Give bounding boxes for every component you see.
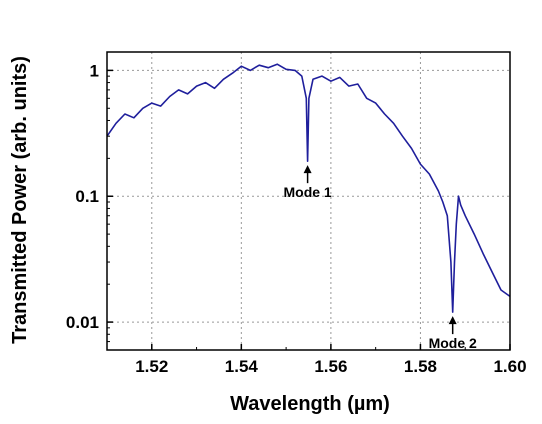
y-tick-label: 1 xyxy=(90,61,99,80)
x-tick-label: 1.52 xyxy=(135,357,168,376)
x-tick-label: 1.60 xyxy=(493,357,526,376)
annotations-layer: Mode 1 Mode 2 xyxy=(283,165,477,351)
y-tick-label: 0.01 xyxy=(66,313,99,332)
annotation-label: Mode 1 xyxy=(283,184,331,200)
series-layer xyxy=(106,63,511,313)
x-axis-label: Wavelength (µm) xyxy=(230,393,390,415)
plot-frame xyxy=(106,51,511,351)
grid-layer xyxy=(107,52,511,350)
y-tick-label: 0.1 xyxy=(75,187,99,206)
x-tick-label: 1.54 xyxy=(225,357,259,376)
x-tick-label: 1.58 xyxy=(404,357,437,376)
y-axis-label: Transmitted Power (arb. units) xyxy=(9,56,31,344)
transmission-series-line xyxy=(106,63,511,313)
annotation-label: Mode 2 xyxy=(429,335,477,351)
annotation-arrow-head xyxy=(448,316,457,325)
x-tick-label: 1.56 xyxy=(314,357,347,376)
annotation-arrow-head xyxy=(303,165,312,174)
ticks-layer: 1.52 1.54 1.56 1.58 1.60 1 0.1 0.01 xyxy=(66,61,527,376)
